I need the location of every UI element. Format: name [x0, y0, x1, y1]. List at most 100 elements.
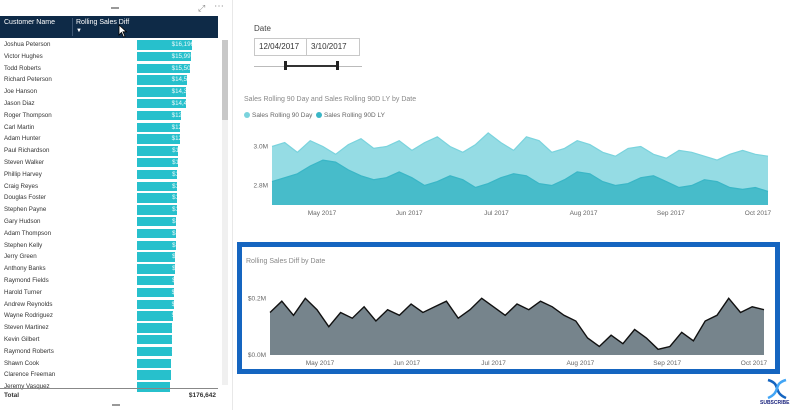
data-bar	[137, 311, 173, 321]
customer-name-cell: Richard Peterson	[4, 76, 52, 84]
table-row[interactable]: Craig Reyes $11,662	[0, 181, 218, 193]
table-row[interactable]: Gary Hudson $11,487	[0, 216, 218, 228]
data-bar	[137, 205, 177, 215]
column-header-rolling-sales-diff[interactable]: Rolling Sales Diff	[76, 19, 130, 26]
table-row[interactable]: Andrew Reynolds $10,841	[0, 299, 218, 311]
table-row[interactable]: Jerry Green $11,133	[0, 251, 218, 263]
table-row[interactable]: Carl Martin $12,754	[0, 122, 218, 134]
customer-name-cell: Adam Hunter	[4, 135, 41, 143]
vertical-scrollbar[interactable]	[222, 40, 228, 385]
table-row[interactable]: Adam Hunter $12,615	[0, 133, 218, 145]
data-bar	[137, 181, 177, 192]
table-row[interactable]: Paul Richardson $11,934	[0, 145, 218, 157]
table-row[interactable]: Harold Turner $10,950	[0, 287, 218, 299]
end-date-input[interactable]: 3/10/2017	[306, 38, 360, 56]
date-slider-range	[285, 65, 337, 67]
y-tick-label: 2.8M	[254, 183, 268, 190]
rolling-sales-diff-cell: $14,401	[171, 99, 194, 107]
table-row[interactable]: Clarence Freeman $9,817	[0, 369, 218, 381]
rolling-sales-diff-cell: $10,455	[171, 312, 194, 320]
rolling-sales-diff-cell: $9,817	[175, 371, 194, 379]
table-row[interactable]: Shawn Cook $9,878	[0, 358, 218, 370]
rolling-sales-diff-cell: $11,129	[172, 265, 194, 273]
data-bar	[137, 169, 178, 180]
rolling-sales-diff-cell: $9,800	[175, 383, 194, 391]
date-slider-end-handle[interactable]	[336, 61, 339, 70]
table-row[interactable]: Jeremy Vasquez $9,800	[0, 381, 218, 393]
rolling-sales-diff-cell: $10,281	[171, 324, 194, 332]
data-bar	[137, 40, 192, 50]
data-bar	[137, 157, 178, 168]
column-divider[interactable]	[72, 18, 73, 36]
line-series-0[interactable]	[271, 132, 769, 161]
table-row[interactable]: Kevin Gilbert $10,184	[0, 334, 218, 346]
expand-icon[interactable]: ⤢	[198, 3, 206, 13]
customer-name-cell: Stephen Kelly	[4, 241, 43, 249]
data-bar	[137, 299, 174, 310]
table-row[interactable]: Raymond Roberts $10,173	[0, 346, 218, 358]
table-visual[interactable]: ⤢ ⋯ Customer Name Rolling Sales Diff ▼ J…	[0, 0, 233, 410]
date-slider-start-handle[interactable]	[284, 61, 287, 70]
rolling-sales-diff-cell: $15,997	[171, 52, 194, 60]
x-tick-label: Sep 2017	[657, 210, 685, 217]
legend-item-sales-rolling-90-day[interactable]: Sales Rolling 90 Day	[252, 112, 313, 119]
data-bar	[137, 63, 190, 74]
data-bar	[137, 98, 186, 109]
column-header-customer-name[interactable]: Customer Name	[4, 19, 55, 26]
legend-item-sales-rolling-90d-ly[interactable]: Sales Rolling 90D LY	[323, 112, 385, 119]
chart1-plot[interactable]: 3.0M 2.8M May 2017 Jun 2017 Jul 2017 Aug 2017…	[240, 125, 780, 225]
line-series-1[interactable]	[271, 159, 769, 192]
total-row: Total $176,642	[0, 388, 218, 403]
customer-name-cell: Jeremy Vasquez	[4, 383, 50, 391]
customer-name-cell: Paul Richardson	[4, 147, 50, 155]
table-row[interactable]: Douglas Foster $11,660	[0, 192, 218, 204]
table-row[interactable]: Stephen Payne $11,642	[0, 204, 218, 216]
line-series-0[interactable]	[269, 297, 765, 351]
rolling-sales-diff-cell: $12,754	[171, 123, 194, 131]
rolling-sales-diff-cell: $11,642	[172, 206, 194, 214]
customer-name-cell: Shawn Cook	[4, 359, 40, 367]
table-row[interactable]: Victor Hughes $15,997	[0, 51, 218, 63]
rolling-sales-diff-cell: $14,333	[171, 88, 194, 96]
table-row[interactable]: Raymond Fields $11,047	[0, 275, 218, 287]
chart1-legend: Sales Rolling 90 Day Sales Rolling 90D L…	[244, 112, 385, 119]
table-row[interactable]: Anthony Banks $11,129	[0, 263, 218, 275]
data-bar	[137, 334, 172, 345]
rolling-sales-diff-cell: $10,184	[171, 335, 194, 343]
customer-name-cell: Gary Hudson	[4, 217, 41, 225]
table-row[interactable]: Phillip Harvey $11,745	[0, 169, 218, 181]
subscribe-text: SUBSCRIBE	[760, 400, 790, 406]
chart2-plot[interactable]: $0.2M $0.0M May 2017 Jun 2017 Jul 2017 Aug 20…	[242, 285, 772, 370]
resize-handle-bottom[interactable]	[112, 404, 120, 406]
table-row[interactable]: Steven Walker $11,923	[0, 157, 218, 169]
customer-name-cell: Phillip Harvey	[4, 170, 42, 178]
table-row[interactable]: Roger Thompson $12,867	[0, 110, 218, 122]
table-row[interactable]: Wayne Rodriguez $10,455	[0, 310, 218, 322]
resize-handle-top[interactable]	[111, 7, 119, 9]
table-row[interactable]: Joe Hanson $14,333	[0, 86, 218, 98]
customer-name-cell: Kevin Gilbert	[4, 335, 40, 343]
more-options-icon[interactable]: ⋯	[214, 1, 224, 12]
customer-name-cell: Harold Turner	[4, 288, 42, 296]
x-tick-label: Oct 2017	[745, 210, 772, 217]
table-row[interactable]: Todd Roberts $15,504	[0, 63, 218, 75]
scrollbar-thumb[interactable]	[222, 40, 228, 120]
x-tick-label: Jul 2017	[484, 210, 509, 217]
customer-name-cell: Steven Martinez	[4, 324, 49, 332]
table-row[interactable]: Stephen Kelly $11,284	[0, 240, 218, 252]
table-row[interactable]: Adam Thompson $11,314	[0, 228, 218, 240]
start-date-input[interactable]: 12/04/2017	[254, 38, 310, 56]
area-series-1[interactable]	[272, 160, 768, 205]
table-header: Customer Name Rolling Sales Diff ▼	[0, 16, 218, 38]
sort-descending-icon[interactable]: ▼	[76, 28, 82, 34]
data-bar	[137, 146, 178, 156]
area-series-0[interactable]	[270, 298, 764, 355]
table-row[interactable]: Richard Peterson $14,591	[0, 74, 218, 86]
rolling-sales-diff-cell: $15,504	[171, 64, 194, 72]
table-row[interactable]: Jason Diaz $14,401	[0, 98, 218, 110]
subscribe-logo[interactable]: SUBSCRIBE	[760, 378, 796, 408]
x-tick-label: Jun 2017	[396, 210, 423, 217]
table-row[interactable]: Steven Martinez $10,281	[0, 322, 218, 334]
table-row[interactable]: Joshua Peterson $16,196	[0, 39, 218, 51]
customer-name-cell: Raymond Roberts	[4, 347, 54, 355]
